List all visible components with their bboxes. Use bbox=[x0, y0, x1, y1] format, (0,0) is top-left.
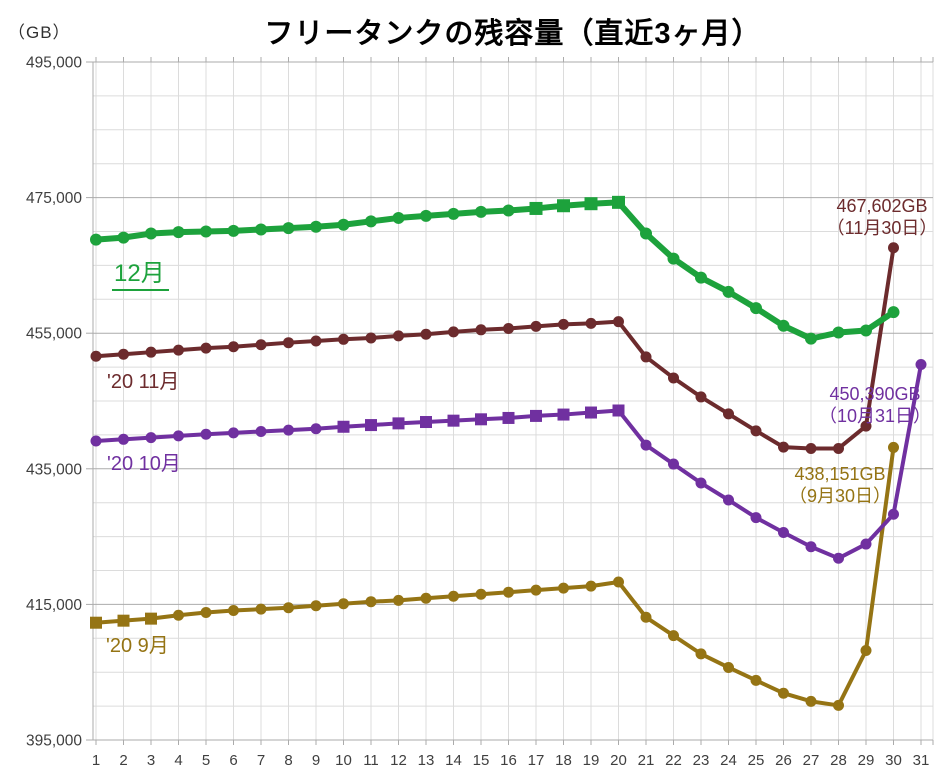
svg-text:20: 20 bbox=[610, 752, 627, 769]
svg-text:4: 4 bbox=[174, 752, 182, 769]
annotation-september-end: 438,151GB （9月30日） bbox=[776, 464, 904, 507]
y-axis-unit-label: （GB） bbox=[8, 23, 71, 42]
annotation-september-value: 438,151GB bbox=[794, 464, 886, 484]
svg-text:9: 9 bbox=[312, 752, 320, 769]
svg-text:5: 5 bbox=[202, 752, 210, 769]
svg-text:3: 3 bbox=[147, 752, 155, 769]
svg-text:1: 1 bbox=[92, 752, 100, 769]
svg-text:21: 21 bbox=[638, 752, 655, 769]
svg-text:415,000: 415,000 bbox=[26, 597, 82, 614]
svg-text:15: 15 bbox=[473, 752, 490, 769]
annotation-november-end: 467,602GB （11月30日） bbox=[818, 196, 946, 239]
svg-text:475,000: 475,000 bbox=[26, 190, 82, 207]
svg-text:25: 25 bbox=[748, 752, 765, 769]
annotation-november-value: 467,602GB bbox=[836, 196, 928, 216]
annotation-october-end: 450,390GB （10月31日） bbox=[811, 384, 939, 427]
annotation-november-date: （11月30日） bbox=[826, 217, 938, 238]
svg-text:495,000: 495,000 bbox=[26, 55, 82, 72]
svg-text:22: 22 bbox=[665, 752, 682, 769]
svg-text:11: 11 bbox=[363, 752, 379, 769]
annotation-october-date: （10月31日） bbox=[818, 405, 932, 426]
svg-text:19: 19 bbox=[583, 752, 600, 769]
svg-text:17: 17 bbox=[528, 752, 545, 769]
annotation-october-value: 450,390GB bbox=[829, 384, 921, 404]
svg-text:28: 28 bbox=[830, 752, 847, 769]
svg-text:18: 18 bbox=[555, 752, 572, 769]
svg-text:27: 27 bbox=[803, 752, 820, 769]
svg-text:395,000: 395,000 bbox=[26, 733, 82, 750]
svg-text:2: 2 bbox=[119, 752, 127, 769]
series-label-september: '20 9月 bbox=[106, 635, 169, 657]
series-label-december: 12月 bbox=[112, 253, 169, 291]
svg-text:6: 6 bbox=[229, 752, 237, 769]
svg-text:24: 24 bbox=[720, 752, 737, 769]
series-label-october: '20 10月 bbox=[107, 453, 181, 475]
svg-text:31: 31 bbox=[913, 752, 930, 769]
svg-text:14: 14 bbox=[445, 752, 462, 769]
annotation-september-date: （9月30日） bbox=[788, 485, 892, 506]
series-label-november: '20 11月 bbox=[107, 371, 180, 393]
svg-text:10: 10 bbox=[335, 752, 352, 769]
svg-text:8: 8 bbox=[284, 752, 292, 769]
chart-title: フリータンクの残容量（直近3ヶ月） bbox=[264, 18, 762, 50]
svg-text:13: 13 bbox=[418, 752, 435, 769]
svg-text:29: 29 bbox=[858, 752, 875, 769]
svg-text:7: 7 bbox=[257, 752, 265, 769]
svg-text:26: 26 bbox=[775, 752, 792, 769]
svg-text:455,000: 455,000 bbox=[26, 326, 82, 343]
svg-text:16: 16 bbox=[500, 752, 517, 769]
svg-text:23: 23 bbox=[693, 752, 710, 769]
svg-text:30: 30 bbox=[885, 752, 902, 769]
svg-text:12: 12 bbox=[390, 752, 407, 769]
svg-text:435,000: 435,000 bbox=[26, 461, 82, 478]
